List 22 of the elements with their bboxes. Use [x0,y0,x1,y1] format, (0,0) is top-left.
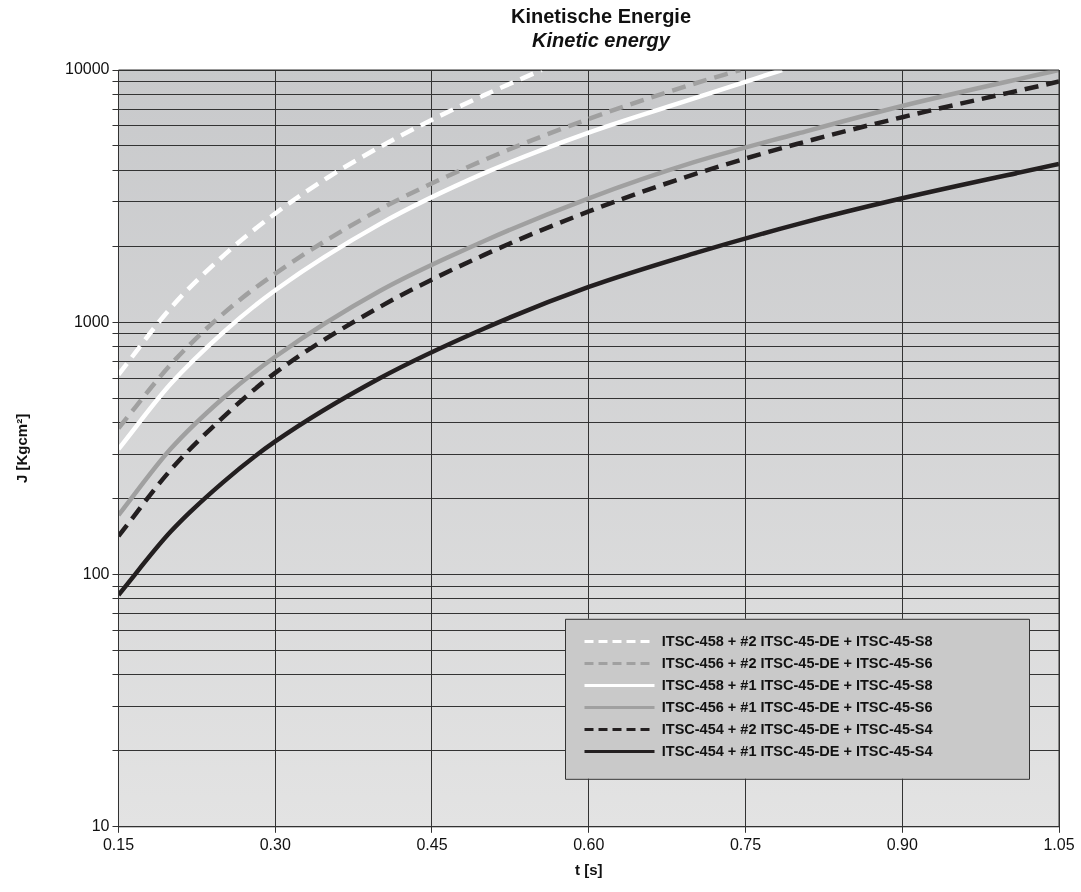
legend-label: ITSC-456 + #2 ITSC-45-DE + ITSC-45-S6 [661,654,933,671]
x-tick-label: 1.05 [1043,835,1075,853]
y-axis-title: J [Kgcm²] [13,413,31,483]
legend-label: ITSC-458 + #1 ITSC-45-DE + ITSC-45-S8 [661,676,933,693]
x-tick-label: 0.75 [729,835,762,853]
chart-subtitle: Kinetic energy [531,28,672,52]
y-tick-label: 100 [82,564,110,582]
legend-label: ITSC-458 + #2 ITSC-45-DE + ITSC-45-S8 [661,632,933,649]
legend-label: ITSC-454 + #2 ITSC-45-DE + ITSC-45-S4 [661,720,933,737]
legend-label: ITSC-454 + #1 ITSC-45-DE + ITSC-45-S4 [661,742,933,759]
chart-title: Kinetische Energie [509,4,693,28]
legend-label: ITSC-456 + #1 ITSC-45-DE + ITSC-45-S6 [661,698,933,715]
line-series [118,70,544,377]
x-axis-title: t [s] [575,861,603,879]
y-tick-label: 10 [91,817,110,835]
y-tick-label: 1000 [73,312,110,330]
x-tick-label: 0.60 [573,835,605,853]
x-tick-label: 0.15 [102,835,135,853]
x-tick-label: 0.30 [259,835,291,853]
y-tick-label: 10000 [64,60,110,78]
x-tick-label: 0.45 [416,835,448,853]
x-tick-label: 0.90 [886,835,918,853]
